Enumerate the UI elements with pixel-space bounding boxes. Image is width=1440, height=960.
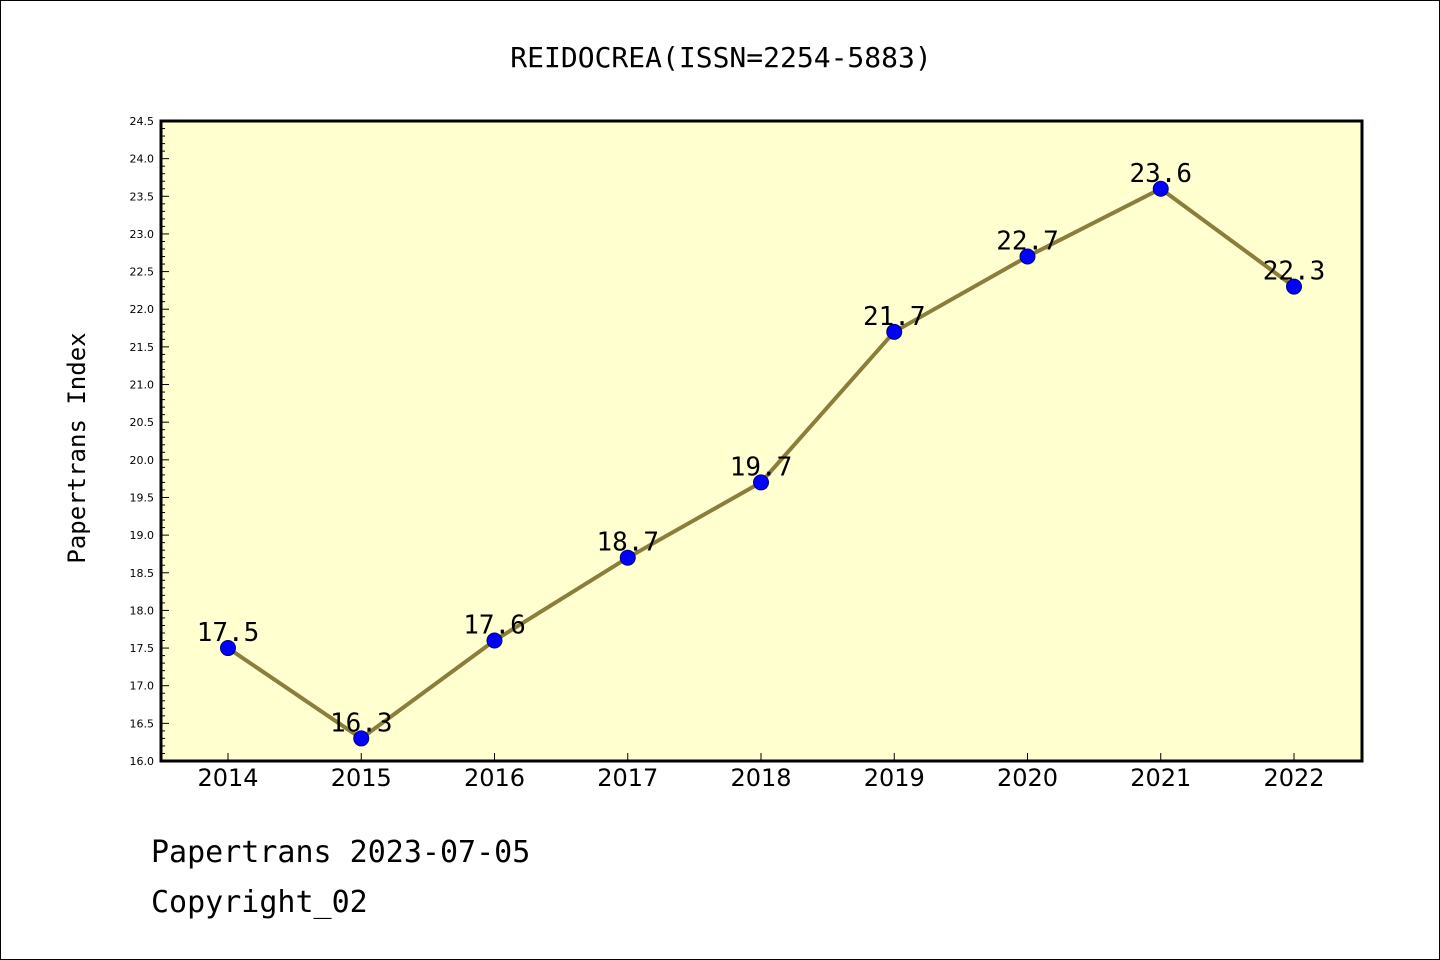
x-tick-label: 2018 [730, 764, 791, 792]
data-label: 17.5 [197, 618, 260, 648]
x-tick-label: 2017 [597, 764, 658, 792]
data-label: 22.7 [996, 227, 1059, 257]
data-point [753, 474, 769, 491]
data-point [1286, 278, 1302, 295]
y-tick-label: 19.5 [130, 491, 155, 504]
y-axis: 16.0 16.5 17.0 17.5 18.0 18.5 19.0 19.5 20.0 20.5… [130, 115, 169, 768]
data-label: 22.3 [1263, 257, 1326, 287]
x-tick-label: 2015 [331, 764, 392, 792]
y-tick-label: 19.0 [130, 529, 155, 542]
data-point [886, 323, 903, 340]
data-labels: 17.5 16.3 17.6 18.7 19.7 21.7 22.7 23.6 22.3 [197, 159, 1326, 739]
y-tick-label: 17.0 [130, 680, 155, 693]
x-tick-label: 2022 [1263, 764, 1324, 792]
data-point [619, 549, 636, 566]
plot-frame [159, 119, 1364, 763]
x-tick-label: 2021 [1130, 764, 1191, 792]
y-tick-label: 20.5 [130, 416, 155, 429]
data-label: 23.6 [1129, 159, 1192, 189]
data-point [1152, 180, 1169, 197]
plot-area [161, 121, 1362, 761]
x-tick-label: 2014 [197, 764, 258, 792]
y-tick-label: 23.5 [130, 190, 155, 203]
data-label: 19.7 [730, 452, 793, 482]
data-label: 21.7 [863, 302, 926, 332]
x-tick-label: 2019 [864, 764, 925, 792]
y-axis-label: Papertrans Index [63, 332, 91, 563]
data-label: 17.6 [463, 611, 526, 641]
y-tick-label: 21.5 [130, 341, 155, 354]
data-label: 18.7 [596, 528, 659, 558]
footer-copyright: Copyright_02 [151, 885, 368, 920]
data-point [486, 632, 503, 649]
y-tick-label: 21.0 [130, 379, 155, 392]
y-tick-label: 22.0 [130, 303, 155, 316]
y-tick-label: 16.0 [130, 755, 155, 768]
y-tick-label: 18.5 [130, 567, 155, 580]
y-tick-label: 20.0 [130, 454, 155, 467]
x-tick-label: 2016 [464, 764, 525, 792]
x-tick-label: 2020 [997, 764, 1058, 792]
data-point [220, 640, 236, 657]
data-point [1019, 248, 1036, 265]
y-tick-label: 23.0 [130, 228, 155, 241]
y-tick-label: 18.0 [130, 604, 155, 617]
footer-source-date: Papertrans 2023-07-05 [151, 835, 531, 870]
y-tick-label: 16.5 [130, 717, 155, 730]
data-label: 16.3 [330, 708, 393, 738]
y-tick-label: 22.5 [130, 266, 155, 279]
data-markers [220, 180, 1302, 747]
y-tick-label: 17.5 [130, 642, 155, 655]
y-tick-label: 24.0 [130, 153, 155, 166]
x-axis: 2014 2015 2016 2017 2018 2019 2020 2021 2022 [197, 753, 1325, 792]
data-point [353, 730, 370, 747]
y-tick-label: 24.5 [130, 115, 155, 128]
chart-title: REIDOCREA(ISSN=2254-5883) [510, 41, 931, 74]
